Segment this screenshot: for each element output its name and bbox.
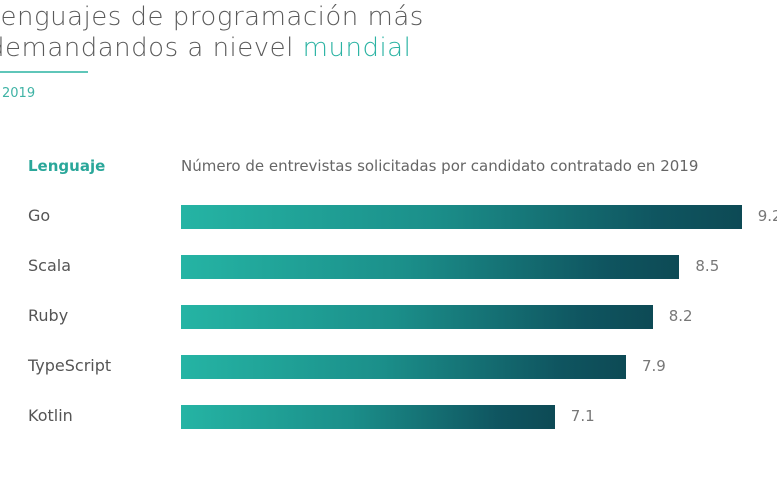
category-label: TypeScript [28,356,112,375]
title-accent: mundial [302,33,412,63]
value-label: 8.5 [695,257,720,275]
year-label: 2019 [2,86,36,101]
value-header: Número de entrevistas solicitadas por ca… [181,157,699,175]
category-label: Ruby [28,306,69,325]
bar-typescript [181,355,626,379]
chart-title-line1: Lenguajes de programación más [0,2,424,32]
category-label: Kotlin [28,406,73,425]
category-header: Lenguaje [28,157,106,175]
bar-scala [181,255,680,279]
bar-kotlin [181,405,555,429]
value-label: 9.2 [757,207,777,225]
value-label: 7.1 [570,407,595,425]
value-label: 7.9 [642,357,666,375]
title-underline [0,71,88,73]
category-label: Scala [28,256,72,275]
bar-go [181,205,742,229]
bar-ruby [181,305,653,329]
chart-title-line2: demandandos a nievel mundial [0,33,411,63]
title-prefix: demandandos a nievel [0,33,303,63]
value-label: 8.2 [668,307,693,325]
category-label: Go [28,206,51,225]
